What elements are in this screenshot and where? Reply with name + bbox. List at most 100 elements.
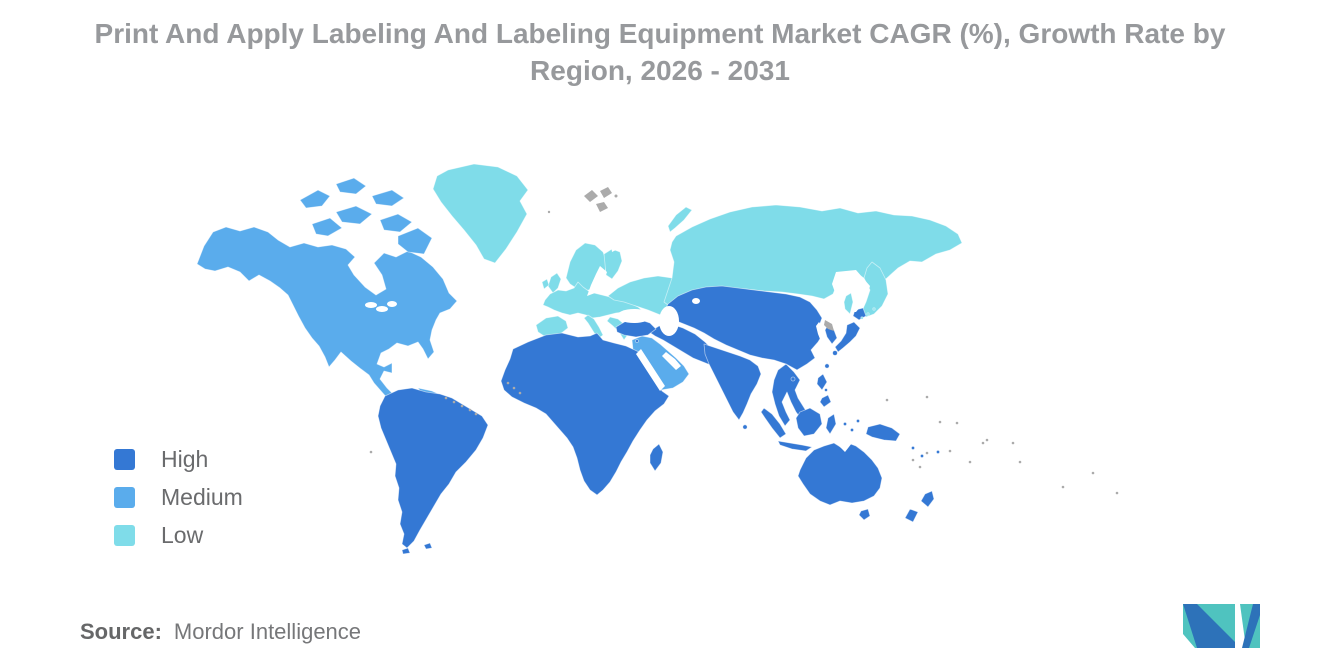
region-kamchatka[interactable]: [860, 261, 889, 318]
region-sri-lanka[interactable]: [742, 424, 748, 430]
region-hainan[interactable]: [790, 376, 796, 382]
island-dot: [925, 395, 929, 399]
medium-regions: [196, 177, 690, 411]
lake-superior: [365, 302, 377, 308]
caspian-sea: [659, 306, 679, 336]
region-svalbard[interactable]: [584, 187, 612, 212]
region-japan-kyushu[interactable]: [832, 350, 838, 356]
region-tasmania[interactable]: [858, 508, 871, 521]
region-melanesia-3[interactable]: [936, 449, 941, 454]
red-sea: [636, 349, 665, 391]
region-africa[interactable]: [500, 332, 670, 496]
black-sea: [617, 309, 651, 323]
legend-swatch-high: [114, 449, 135, 470]
logo-blue-diagonal: [1183, 604, 1235, 648]
region-novaya-zemlya[interactable]: [667, 206, 693, 233]
baltic-sea: [587, 266, 607, 296]
island-dot: [474, 412, 478, 416]
island-dot: [981, 441, 985, 445]
island-dot: [1061, 485, 1065, 489]
region-greenland[interactable]: [432, 163, 529, 264]
region-europe-mainland[interactable]: [542, 281, 645, 319]
source-line: Source: Mordor Intelligence: [80, 619, 361, 645]
island-dot: [452, 400, 456, 404]
white-sea: [610, 232, 625, 252]
low-regions: [432, 163, 963, 346]
region-taiwan[interactable]: [824, 363, 830, 369]
island-dot: [1115, 491, 1119, 495]
legend-item-medium[interactable]: Medium: [114, 484, 243, 510]
region-melanesia-2[interactable]: [920, 453, 925, 458]
region-philippines[interactable]: [816, 373, 832, 408]
region-australia[interactable]: [797, 442, 883, 506]
island-dot: [885, 398, 889, 402]
legend-item-low[interactable]: Low: [114, 522, 243, 548]
region-canadian-archipelago[interactable]: [299, 177, 433, 255]
region-madagascar[interactable]: [649, 443, 664, 472]
legend-swatch-medium: [114, 487, 135, 508]
island-dot: [925, 451, 929, 455]
island-dot: [1091, 471, 1095, 475]
region-indonesia[interactable]: [760, 407, 901, 452]
region-southeast-asia[interactable]: [771, 363, 809, 427]
region-japan[interactable]: [834, 307, 867, 353]
region-cyprus[interactable]: [635, 339, 639, 343]
region-sakhalin[interactable]: [843, 292, 854, 315]
region-philippines-visayas[interactable]: [824, 388, 828, 392]
lake-michigan-huron: [376, 306, 388, 312]
lake-ontario-erie: [387, 301, 397, 307]
persian-gulf: [662, 352, 681, 370]
island-dot: [460, 404, 464, 408]
island-dot: [1011, 441, 1015, 445]
island-dot: [506, 381, 510, 385]
island-dot: [468, 408, 472, 412]
region-india[interactable]: [703, 343, 762, 421]
island-dot: [918, 465, 922, 469]
region-kuril-3[interactable]: [872, 307, 876, 311]
region-south-america[interactable]: [377, 387, 489, 555]
mordor-intelligence-logo: [1183, 604, 1260, 648]
region-jan-mayen[interactable]: [547, 210, 551, 214]
no-data-regions: [369, 187, 1119, 495]
region-ireland[interactable]: [541, 278, 550, 290]
region-svalbard-islet[interactable]: [614, 194, 618, 198]
legend-item-high[interactable]: High: [114, 446, 243, 472]
water-bodies: [365, 232, 870, 452]
region-new-zealand[interactable]: [904, 490, 935, 523]
legend-swatch-low: [114, 525, 135, 546]
island-dot: [518, 391, 522, 395]
yellow-sea: [816, 322, 826, 344]
region-central-asia-china[interactable]: [661, 285, 824, 371]
gulf-of-carpentaria: [836, 443, 852, 452]
logo-white-notch: [1183, 634, 1195, 648]
region-north-america[interactable]: [196, 226, 458, 411]
island-dot: [938, 420, 942, 424]
island-dot: [948, 449, 952, 453]
region-kuril-2[interactable]: [866, 312, 870, 316]
region-moluccas-3[interactable]: [856, 418, 861, 423]
source-label: Source:: [80, 619, 162, 644]
island-dot: [444, 396, 448, 400]
region-melanesia-1[interactable]: [911, 445, 916, 450]
island-dot: [369, 450, 373, 454]
legend-label-low: Low: [161, 522, 204, 548]
island-dot: [985, 438, 989, 442]
sea-of-okhotsk: [832, 270, 870, 312]
region-finland[interactable]: [603, 248, 623, 280]
region-south-korea[interactable]: [824, 324, 838, 345]
aral-sea: [692, 298, 700, 304]
island-dot: [968, 460, 972, 464]
region-moluccas-1[interactable]: [843, 421, 848, 426]
region-kuril-1[interactable]: [860, 316, 864, 320]
legend-label-high: High: [161, 446, 209, 472]
island-dot: [1018, 460, 1022, 464]
legend-label-medium: Medium: [161, 484, 243, 510]
high-regions: [377, 285, 941, 555]
island-dot: [955, 421, 959, 425]
far-east-islands: [843, 292, 876, 320]
region-iberia[interactable]: [535, 315, 569, 339]
region-north-korea[interactable]: [824, 320, 834, 331]
region-moluccas-2[interactable]: [850, 427, 855, 432]
